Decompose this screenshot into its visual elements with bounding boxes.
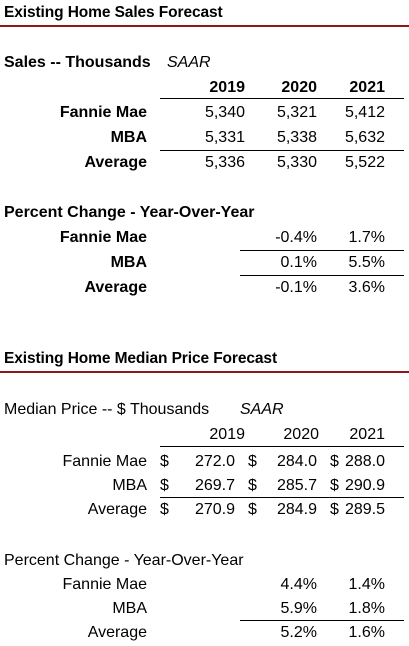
sales-value: 5,321: [276, 104, 317, 121]
sales-pct-mba-underline: [240, 275, 404, 276]
sales-forecast-title: Existing Home Sales Forecast: [4, 4, 223, 21]
sales-mba-underline: [160, 150, 404, 151]
sales-title-divider: [0, 25, 409, 27]
price-value: 289.5: [344, 501, 385, 518]
price-pct-row-label-average: Average: [87, 624, 147, 641]
currency-symbol: $: [330, 453, 339, 470]
sales-year-2020: 2020: [281, 79, 317, 96]
price-value: 285.7: [276, 477, 317, 494]
sales-pct-value: -0.4%: [275, 229, 317, 246]
sales-pct-row-label-average: Average: [84, 279, 147, 296]
price-row-label-fannie-mae: Fannie Mae: [62, 453, 148, 470]
price-pct-value: 1.8%: [348, 600, 385, 617]
sales-row-label-mba: MBA: [110, 129, 147, 146]
sales-saar-note: SAAR: [167, 54, 211, 71]
sales-value: 5,632: [344, 129, 385, 146]
sales-header-underline: [160, 98, 404, 99]
currency-symbol: $: [330, 501, 339, 518]
sales-pct-fannie-underline: [240, 250, 404, 251]
sales-pct-value: 0.1%: [280, 254, 317, 271]
price-value: 270.9: [194, 501, 235, 518]
price-value: 272.0: [194, 453, 235, 470]
price-value: 284.9: [276, 501, 317, 518]
sales-row-label-average: Average: [84, 154, 147, 171]
sales-value: 5,338: [276, 129, 317, 146]
price-saar-note: SAAR: [240, 401, 284, 418]
sales-pct-value: 1.7%: [348, 229, 385, 246]
price-title-divider: [0, 371, 409, 373]
currency-symbol: $: [330, 477, 339, 494]
price-mba-underline: [160, 497, 404, 498]
sales-value: 5,330: [276, 154, 317, 171]
sales-pct-value: 3.6%: [348, 279, 385, 296]
price-header-underline: [160, 446, 404, 447]
currency-symbol: $: [248, 453, 257, 470]
price-value: 269.7: [194, 477, 235, 494]
sales-year-2021: 2021: [349, 79, 385, 96]
sales-value: 5,522: [344, 154, 385, 171]
price-pct-change-label: Percent Change - Year-Over-Year: [4, 552, 244, 569]
price-pct-value: 1.6%: [348, 624, 385, 641]
price-value: 284.0: [276, 453, 317, 470]
currency-symbol: $: [248, 501, 257, 518]
price-pct-value: 1.4%: [348, 576, 385, 593]
sales-pct-change-label: Percent Change - Year-Over-Year: [4, 204, 255, 221]
sales-value: 5,340: [204, 104, 245, 121]
price-pct-mba-underline: [240, 620, 404, 621]
price-year-2019: 2019: [209, 426, 245, 443]
price-value: 290.9: [344, 477, 385, 494]
currency-symbol: $: [160, 477, 169, 494]
sales-value: 5,412: [344, 104, 385, 121]
price-pct-row-label-fannie-mae: Fannie Mae: [62, 576, 148, 593]
price-pct-value: 5.9%: [280, 600, 317, 617]
price-table-label: Median Price -- $ Thousands: [4, 401, 210, 418]
price-value: 288.0: [344, 453, 385, 470]
currency-symbol: $: [248, 477, 257, 494]
price-row-label-mba: MBA: [112, 477, 147, 494]
sales-year-2019: 2019: [209, 79, 245, 96]
sales-value: 5,336: [204, 154, 245, 171]
sales-table-label: Sales -- Thousands: [4, 54, 151, 71]
sales-pct-row-label-fannie-mae: Fannie Mae: [59, 229, 147, 246]
price-pct-value: 5.2%: [280, 624, 317, 641]
price-year-2021: 2021: [349, 426, 385, 443]
currency-symbol: $: [160, 501, 169, 518]
sales-pct-value: -0.1%: [275, 279, 317, 296]
price-pct-row-label-mba: MBA: [112, 600, 147, 617]
price-row-label-average: Average: [87, 501, 147, 518]
sales-row-label-fannie-mae: Fannie Mae: [59, 104, 147, 121]
sales-pct-value: 5.5%: [348, 254, 385, 271]
currency-symbol: $: [160, 453, 169, 470]
sales-value: 5,331: [204, 129, 245, 146]
price-forecast-title: Existing Home Median Price Forecast: [4, 350, 278, 367]
price-year-2020: 2020: [283, 426, 319, 443]
price-pct-value: 4.4%: [280, 576, 317, 593]
sales-pct-row-label-mba: MBA: [110, 254, 147, 271]
